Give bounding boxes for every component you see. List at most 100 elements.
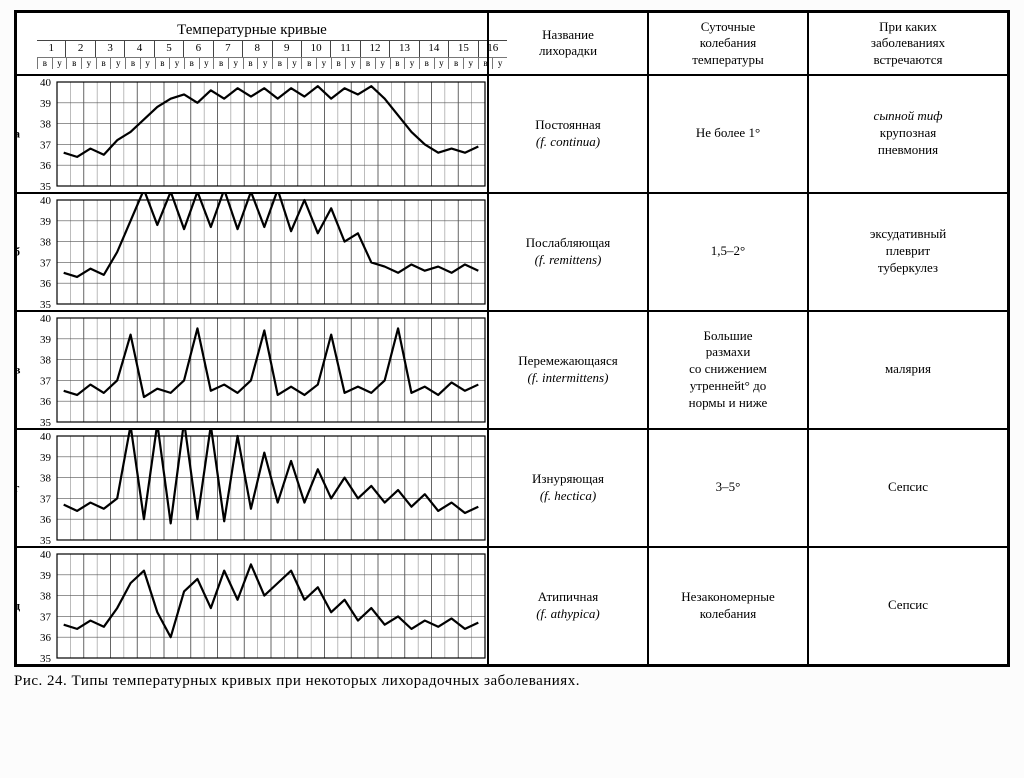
- day-number: 5: [154, 40, 183, 57]
- subcol-label: у: [316, 57, 331, 69]
- svg-text:40: 40: [40, 77, 52, 89]
- figure-caption: Рис. 24. Типы температурных кривых при н…: [14, 673, 1024, 690]
- row-id-label: б: [14, 244, 20, 259]
- day-number: 10: [301, 40, 330, 57]
- charts-title: Температурные кривые: [177, 18, 327, 40]
- subcol-label: в: [331, 57, 346, 69]
- subcol-label: в: [419, 57, 434, 69]
- header-name: Название лихорадки: [487, 13, 647, 74]
- fever-range: Не более 1°: [647, 74, 807, 192]
- svg-text:37: 37: [40, 611, 52, 623]
- fever-diseases: малярия: [807, 310, 1007, 428]
- day-number: 9: [272, 40, 301, 57]
- svg-text:35: 35: [40, 535, 52, 546]
- svg-text:35: 35: [40, 417, 52, 428]
- subcol-label: у: [345, 57, 360, 69]
- subcol-label: в: [243, 57, 258, 69]
- day-number: 4: [124, 40, 153, 57]
- day-number: 8: [242, 40, 271, 57]
- fever-row: в353637383940Перемежающаяся(f. intermitt…: [17, 310, 1007, 428]
- svg-text:38: 38: [40, 236, 52, 248]
- svg-text:38: 38: [40, 472, 52, 484]
- day-number: 12: [360, 40, 389, 57]
- subcol-label: у: [140, 57, 155, 69]
- subcol-label: в: [96, 57, 111, 69]
- header-row: Температурные кривые 1234567891011121314…: [17, 13, 1007, 74]
- subcol-label: в: [125, 57, 140, 69]
- fever-name: Перемежающаяся(f. intermittens): [487, 310, 647, 428]
- svg-text:37: 37: [40, 375, 52, 387]
- chart-cell: д353637383940: [17, 546, 487, 664]
- fever-name: Атипичная(f. athypica): [487, 546, 647, 664]
- chart-cell: в353637383940: [17, 310, 487, 428]
- svg-text:39: 39: [40, 570, 52, 582]
- svg-text:35: 35: [40, 299, 52, 310]
- fever-diseases: Сепсис: [807, 546, 1007, 664]
- chart-cell: г353637383940: [17, 428, 487, 546]
- fever-range: 1,5–2°: [647, 192, 807, 310]
- svg-text:36: 36: [40, 396, 52, 408]
- day-number: 7: [213, 40, 242, 57]
- day-number: 15: [448, 40, 477, 57]
- subcol-label: у: [257, 57, 272, 69]
- fever-name: Изнуряющая(f. hectica): [487, 428, 647, 546]
- day-numbers: 12345678910111213141516: [0, 40, 507, 57]
- chart-header-block: Температурные кривые 1234567891011121314…: [17, 13, 487, 74]
- svg-text:39: 39: [40, 452, 52, 464]
- fever-range: 3–5°: [647, 428, 807, 546]
- svg-text:37: 37: [40, 139, 52, 151]
- svg-text:39: 39: [40, 216, 52, 228]
- svg-text:36: 36: [40, 514, 52, 526]
- fever-name: Послабляющая(f. remittens): [487, 192, 647, 310]
- svg-text:35: 35: [40, 181, 52, 192]
- subcol-label: в: [448, 57, 463, 69]
- sub-columns: вувувувувувувувувувувувувувувуву: [0, 57, 507, 69]
- row-id-label: г: [14, 480, 19, 495]
- day-number: 3: [95, 40, 124, 57]
- row-id-label: д: [14, 598, 20, 613]
- fever-row: г353637383940Изнуряющая(f. hectica)3–5°С…: [17, 428, 1007, 546]
- svg-text:38: 38: [40, 590, 52, 602]
- svg-text:38: 38: [40, 118, 52, 130]
- svg-text:38: 38: [40, 354, 52, 366]
- subcol-label: у: [404, 57, 419, 69]
- fever-table: Температурные кривые 1234567891011121314…: [14, 10, 1010, 667]
- row-id-label: а: [14, 126, 20, 141]
- subcol-label: в: [272, 57, 287, 69]
- header-range: Суточные колебания температуры: [647, 13, 807, 74]
- chart-cell: а353637383940: [17, 74, 487, 192]
- fever-row: д353637383940Атипичная(f. athypica)Незак…: [17, 546, 1007, 664]
- header-diseases: При каких заболеваниях встречаются: [807, 13, 1007, 74]
- svg-text:39: 39: [40, 334, 52, 346]
- fever-diseases: сыпной тифкрупозная пневмония: [807, 74, 1007, 192]
- svg-text:40: 40: [40, 549, 52, 561]
- fever-range: Незакономерные колебания: [647, 546, 807, 664]
- day-number: 2: [65, 40, 94, 57]
- day-number: 14: [419, 40, 448, 57]
- subcol-label: у: [287, 57, 302, 69]
- svg-text:37: 37: [40, 257, 52, 269]
- rows-container: а 35 36 37 38 39 40 Постоянная(f. continua)Не б…: [17, 74, 1007, 664]
- fever-row: а353637383940Постоянная(f. continua)Не б…: [17, 74, 1007, 192]
- subcol-label: у: [169, 57, 184, 69]
- fever-diseases: эксудативный плеврит туберкулез: [807, 192, 1007, 310]
- subcol-label: в: [184, 57, 199, 69]
- fever-name: Постоянная(f. continua): [487, 74, 647, 192]
- subcol-label: у: [110, 57, 125, 69]
- subcol-label: в: [213, 57, 228, 69]
- fever-range: Большие размахи со снижением утреннейt° …: [647, 310, 807, 428]
- svg-text:40: 40: [40, 313, 52, 325]
- svg-text:40: 40: [40, 195, 52, 207]
- day-number: 11: [330, 40, 359, 57]
- day-number: 1: [37, 40, 65, 57]
- svg-text:35: 35: [40, 653, 52, 664]
- subcol-label: в: [155, 57, 170, 69]
- fever-row: б353637383940Послабляющая(f. remittens)1…: [17, 192, 1007, 310]
- subcol-label: в: [390, 57, 405, 69]
- subcol-label: в: [37, 57, 52, 69]
- subcol-label: у: [228, 57, 243, 69]
- chart-cell: б353637383940: [17, 192, 487, 310]
- day-number: 13: [389, 40, 418, 57]
- svg-text:36: 36: [40, 160, 52, 172]
- subcol-label: у: [434, 57, 449, 69]
